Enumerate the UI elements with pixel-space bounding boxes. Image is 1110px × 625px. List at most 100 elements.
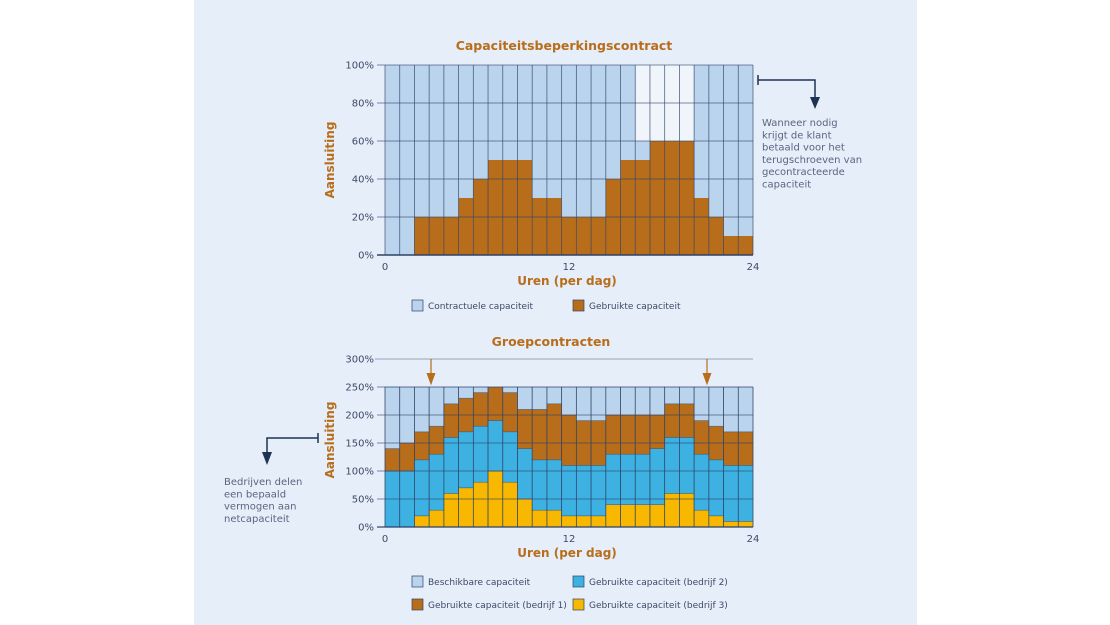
bar-bedrijf2 <box>428 453 445 511</box>
bar-bedrijf3 <box>708 515 724 528</box>
bar-beschikbaar <box>737 386 754 433</box>
bar-bedrijf3 <box>634 504 651 528</box>
bar-used <box>532 198 547 255</box>
bar-contract <box>399 65 415 255</box>
bar-used <box>561 217 577 255</box>
legend-swatch-gebruikte <box>572 299 585 312</box>
bar-bedrijf2 <box>576 465 592 517</box>
bar-bedrijf2 <box>590 465 607 517</box>
shared-capacity-arrow-icon <box>262 433 319 465</box>
bar-bedrijf2 <box>531 459 548 511</box>
bar-bedrijf1 <box>634 414 651 455</box>
bar-bedrijf2 <box>487 420 504 472</box>
bar-bedrijf3 <box>428 509 445 528</box>
legend-label-bedrijf2: Gebruikte capaciteit (bedrijf 2) <box>589 578 728 588</box>
bar-bedrijf3 <box>723 521 739 528</box>
bar-used <box>576 217 592 255</box>
bar-beschikbaar <box>502 386 518 393</box>
bar-bedrijf2 <box>649 448 665 505</box>
chart-capaciteitsbeperkingscontract: Capaciteitsbeperkingscontract 0% 20% 40% 60… <box>323 38 862 312</box>
bar-used <box>649 141 665 255</box>
bar-bedrijf1 <box>737 431 754 466</box>
y-tick-label: 300% <box>345 355 374 366</box>
bar-bedrijf3 <box>414 515 430 528</box>
peak-arrow-icon <box>702 359 712 386</box>
bar-beschikbaar <box>634 386 651 416</box>
chart1-x-ticks: 0 12 24 <box>382 262 760 273</box>
bar-bedrijf3 <box>664 493 680 528</box>
legend-label-bedrijf3: Gebruikte capaciteit (bedrijf 3) <box>589 601 728 611</box>
bar-bedrijf1 <box>428 425 445 455</box>
bar-bedrijf1 <box>561 414 577 466</box>
y-tick-label: 100% <box>345 61 374 72</box>
bar-bedrijf2 <box>723 465 739 522</box>
bar-used <box>708 217 724 255</box>
bar-beschikbaar <box>384 386 401 449</box>
bar-beschikbaar <box>693 386 710 421</box>
bar-used <box>517 160 533 255</box>
y-tick-label: 250% <box>345 383 374 394</box>
bar-used <box>738 236 753 255</box>
bar-bedrijf1 <box>664 403 680 438</box>
bar-bedrijf3 <box>737 521 754 528</box>
legend-label-contractuele: Contractuele capaciteit <box>428 302 534 312</box>
bar-bedrijf3 <box>590 515 607 528</box>
bar-beschikbaar <box>473 386 489 393</box>
bar-beschikbaar <box>576 386 592 421</box>
annotation-line: netcapaciteit <box>224 514 290 525</box>
bar-beschikbaar <box>679 386 695 405</box>
bar-bedrijf2 <box>605 453 621 505</box>
chart2-y-ticks: 0% 50% 100% 150% 200% 250% 300% <box>345 355 374 534</box>
y-tick-label: 20% <box>352 213 374 224</box>
bar-beschikbaar <box>590 386 607 421</box>
chart1-bars <box>377 64 754 256</box>
y-tick-label: 150% <box>345 439 374 450</box>
bar-beschikbaar <box>443 386 459 405</box>
bar-beschikbaar <box>517 386 533 410</box>
bar-bedrijf2 <box>737 465 754 522</box>
bar-bedrijf2 <box>664 437 680 494</box>
chart2-peak-markers <box>426 359 712 386</box>
x-tick-label: 24 <box>747 534 760 545</box>
bar-contract <box>738 65 753 255</box>
bar-bedrijf1 <box>605 414 621 455</box>
x-tick-label: 12 <box>563 262 576 273</box>
bar-bedrijf3 <box>443 493 459 528</box>
legend-swatch-bedrijf2 <box>572 575 585 588</box>
chart-groepcontracten: Groepcontracten 0% 50% 100% 150% 200% 250% 300… <box>224 334 759 611</box>
bar-beschikbaar <box>605 386 621 416</box>
legend-label-bedrijf1: Gebruikte capaciteit (bedrijf 1) <box>428 601 567 611</box>
bar-bedrijf1 <box>384 448 401 472</box>
bar-bedrijf2 <box>620 453 636 505</box>
bar-bedrijf1 <box>487 386 504 421</box>
y-tick-label: 100% <box>345 467 374 478</box>
bar-bedrijf3 <box>458 487 474 528</box>
chart1-y-label: Aansluiting <box>323 122 337 199</box>
bar-contract <box>723 65 739 255</box>
legend-label-gebruikte: Gebruikte capaciteit <box>589 302 681 312</box>
bar-contract <box>385 65 400 255</box>
bar-contract <box>561 65 577 255</box>
x-tick-label: 24 <box>747 262 760 273</box>
bar-bedrijf1 <box>546 403 562 461</box>
bar-bedrijf3 <box>679 493 695 528</box>
bar-bedrijf1 <box>399 442 415 472</box>
bar-bedrijf2 <box>443 437 459 494</box>
annotation-line: terugschroeven van <box>762 155 862 166</box>
bar-beschikbaar <box>708 386 724 427</box>
bar-used <box>429 217 444 255</box>
legend-swatch-bedrijf3 <box>572 598 585 611</box>
bar-contract <box>443 65 459 255</box>
bar-bedrijf2 <box>634 453 651 505</box>
y-tick-label: 40% <box>352 175 374 186</box>
bar-used <box>502 160 518 255</box>
bar-bedrijf3 <box>576 515 592 528</box>
bar-bedrijf1 <box>414 431 430 461</box>
chart1-x-label: Uren (per dag) <box>517 274 617 288</box>
chart1-title: Capaciteitsbeperkingscontract <box>456 38 673 53</box>
bar-bedrijf2 <box>502 431 518 483</box>
chart2-title: Groepcontracten <box>492 334 611 349</box>
bar-bedrijf1 <box>443 403 459 438</box>
legend-swatch-beschikbare <box>411 575 424 588</box>
